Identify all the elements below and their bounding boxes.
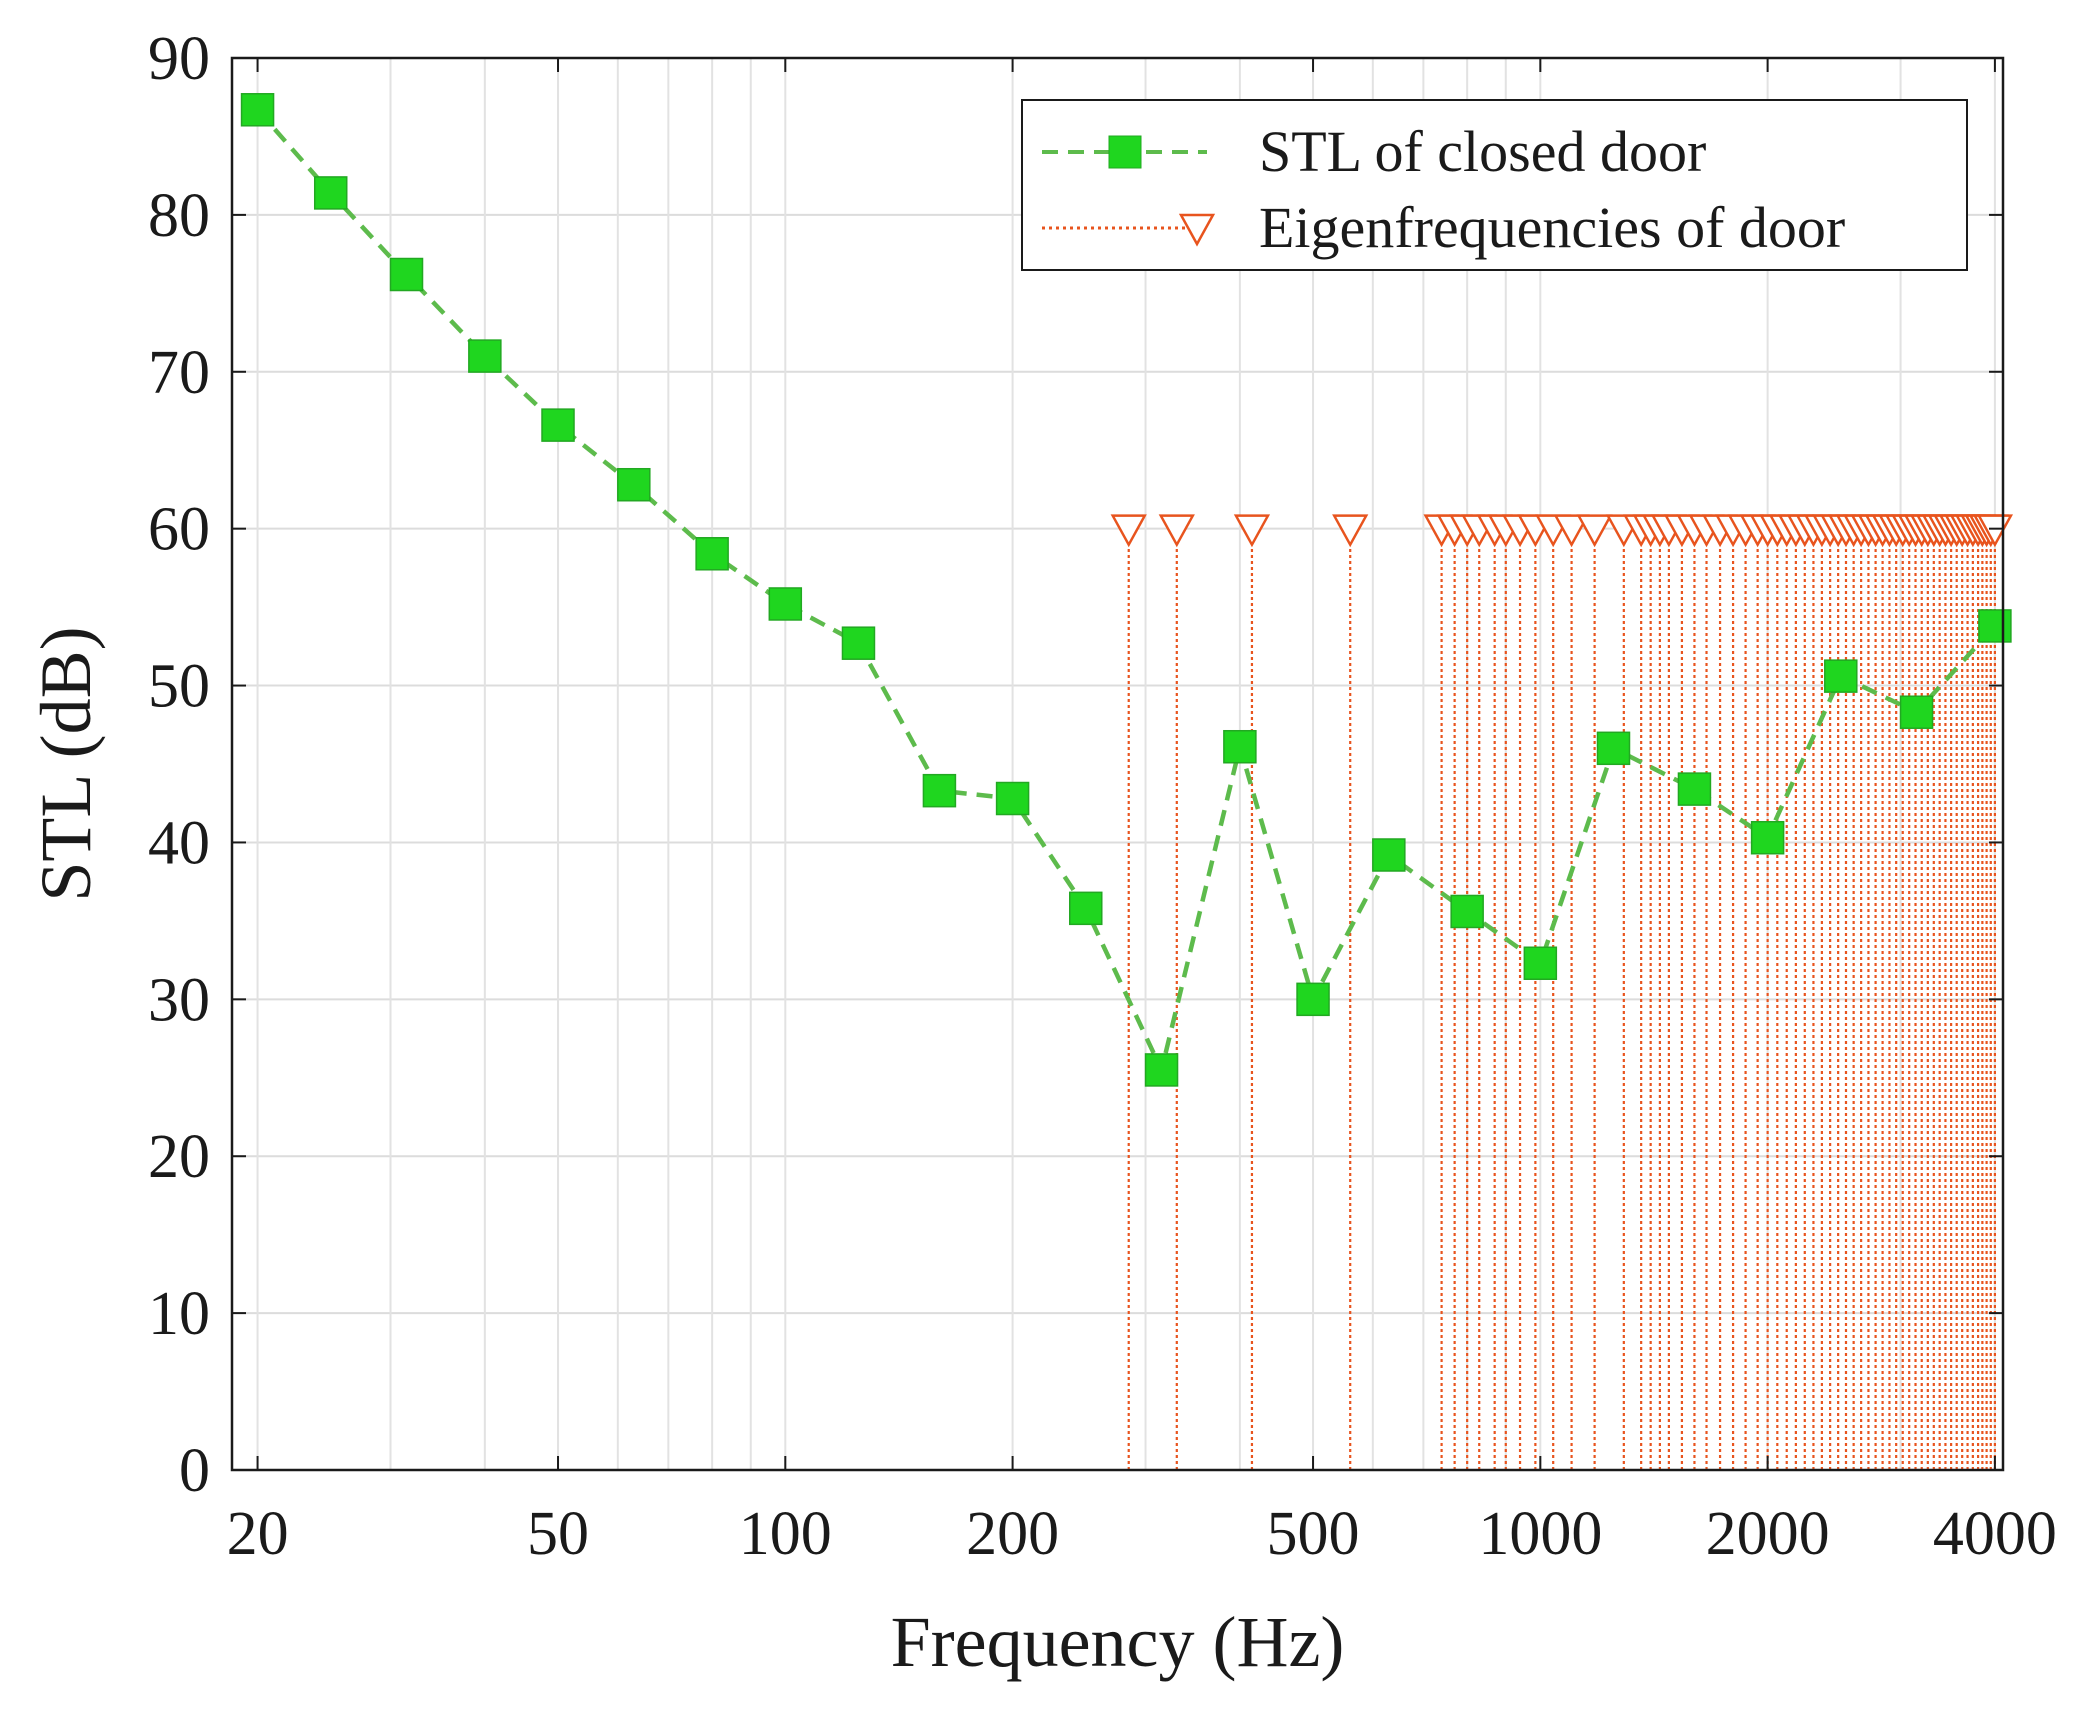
x-tick-label: 100 xyxy=(739,1500,832,1568)
x-axis-label: Frequency (Hz) xyxy=(891,1602,1345,1682)
y-tick-label: 70 xyxy=(148,339,210,407)
y-tick-label: 90 xyxy=(148,25,210,93)
x-tick-label: 20 xyxy=(227,1500,289,1568)
x-tick-label: 200 xyxy=(966,1500,1059,1568)
legend-stl-label: STL of closed door xyxy=(1259,119,1706,184)
legend-eigen-marker xyxy=(1178,213,1216,247)
stl-marker xyxy=(541,408,575,442)
stl-marker xyxy=(922,773,957,808)
stl-marker xyxy=(1750,820,1785,855)
axis-ticks: 0 10 20 30 40 50 60 70 80 90 20 50 100 200 500 1000 2000… xyxy=(148,25,2057,1568)
stl-marker xyxy=(1978,609,2012,643)
y-tick-label: 0 xyxy=(179,1437,210,1505)
eigenfrequency-marker xyxy=(1233,514,1271,548)
y-axis-label: STL (dB) xyxy=(26,626,106,901)
eigenfrequency-marker xyxy=(1553,514,1590,548)
stl-marker xyxy=(995,781,1030,816)
stl-marker xyxy=(1523,946,1558,980)
stl-marker xyxy=(1069,891,1103,926)
eigenfrequency-marker xyxy=(1110,514,1147,548)
stl-marker xyxy=(1296,982,1330,1017)
stl-marker xyxy=(389,257,424,292)
x-tick-label: 1000 xyxy=(1478,1500,1602,1568)
stl-marker xyxy=(617,467,651,502)
y-tick-label: 60 xyxy=(148,496,210,564)
x-tick-label: 4000 xyxy=(1933,1500,2057,1568)
axes-frame xyxy=(230,56,2005,1472)
eigenfrequency-series xyxy=(1110,514,2014,1470)
stl-marker xyxy=(695,537,729,571)
legend-eigen-label: Eigenfrequencies of door xyxy=(1259,195,1845,260)
stl-marker xyxy=(1899,695,1934,729)
stl-marker xyxy=(240,93,275,127)
legend: STL of closed door Eigenfrequencies of d… xyxy=(1021,99,1968,271)
legend-stl-marker xyxy=(1108,135,1142,169)
stl-marker xyxy=(468,339,502,373)
eigenfrequency-marker xyxy=(1158,514,1195,548)
eigenfrequency-marker xyxy=(1332,514,1369,548)
y-tick-label: 50 xyxy=(148,653,210,721)
legend-box xyxy=(1021,99,1968,271)
stl-marker xyxy=(1824,659,1858,693)
stl-marker xyxy=(1677,772,1712,806)
stl-marker xyxy=(1450,894,1484,929)
stl-marker xyxy=(1144,1053,1179,1087)
x-tick-label: 50 xyxy=(527,1500,589,1568)
stl-marker xyxy=(1596,731,1631,766)
stl-marker xyxy=(1372,838,1406,872)
eigenfrequency-marker xyxy=(1576,514,1613,548)
y-tick-label: 10 xyxy=(148,1280,210,1348)
y-tick-label: 30 xyxy=(148,966,210,1034)
stl-marker xyxy=(313,176,348,210)
stl-series xyxy=(240,93,2012,1087)
stl-marker xyxy=(1223,729,1257,764)
stl-marker xyxy=(768,587,803,621)
stl-marker xyxy=(841,626,876,660)
y-tick-label: 80 xyxy=(148,182,210,250)
x-tick-label: 500 xyxy=(1267,1500,1360,1568)
y-tick-label: 20 xyxy=(148,1123,210,1191)
x-tick-label: 2000 xyxy=(1706,1500,1830,1568)
y-tick-label: 40 xyxy=(148,809,210,877)
